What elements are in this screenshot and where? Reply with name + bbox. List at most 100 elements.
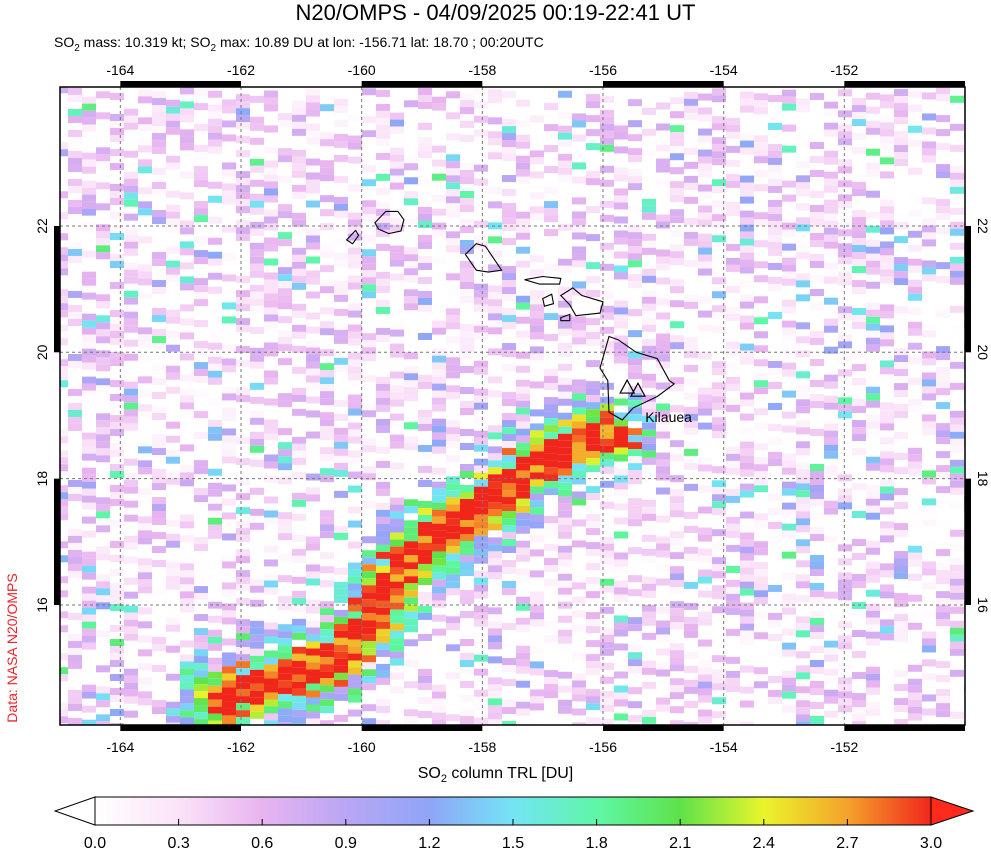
so2-pixel [278, 610, 292, 618]
so2-pixel [670, 153, 684, 161]
so2-pixel [726, 677, 740, 685]
so2-pixel [670, 279, 684, 287]
so2-pixel [782, 306, 796, 314]
so2-pixel [516, 491, 530, 499]
so2-pixel [572, 281, 586, 289]
colorbar: 0.0 0.3 0.6 0.9 1.2 1.5 1.8 2.1 2.4 2.7 3.0 [53, 796, 975, 852]
so2-pixel [978, 211, 991, 218]
so2-pixel [544, 460, 558, 468]
so2-pixel [810, 569, 824, 576]
so2-pixel [306, 487, 320, 495]
so2-pixel [348, 226, 362, 234]
so2-pixel [222, 617, 236, 625]
so2-pixel [306, 704, 320, 712]
so2-pixel [418, 213, 432, 221]
so2-pixel [222, 190, 236, 198]
so2-pixel [40, 722, 54, 729]
so2-pixel [68, 668, 82, 676]
so2-pixel [460, 240, 474, 247]
so2-pixel [502, 700, 516, 708]
so2-pixel [796, 623, 810, 631]
so2-pixel [544, 474, 558, 482]
so2-pixel [180, 129, 194, 137]
so2-pixel [698, 731, 712, 738]
so2-pixel [488, 201, 502, 209]
so2-pixel [964, 629, 965, 637]
so2-pixel [516, 435, 530, 443]
so2-pixel [264, 244, 278, 252]
so2-pixel [488, 712, 502, 720]
so2-pixel [698, 716, 712, 724]
so2-pixel [292, 268, 306, 276]
so2-pixel [502, 581, 516, 589]
so2-pixel [124, 374, 138, 382]
so2-pixel [894, 306, 908, 314]
so2-pixel [684, 210, 698, 218]
so2-pixel [348, 394, 362, 402]
so2-pixel [82, 502, 96, 510]
so2-pixel [348, 156, 362, 164]
so2-pixel [40, 533, 54, 540]
so2-pixel [376, 397, 390, 405]
so2-pixel [880, 451, 894, 459]
so2-pixel [544, 376, 558, 384]
so2-pixel [390, 224, 404, 232]
so2-pixel [180, 220, 194, 228]
so2-pixel [768, 241, 782, 249]
so2-pixel [768, 311, 782, 319]
so2-pixel [40, 652, 54, 659]
so2-pixel [390, 525, 404, 533]
so2-pixel [726, 404, 740, 412]
so2-pixel [670, 531, 684, 539]
so2-pixel [320, 433, 334, 441]
so2-pixel [460, 408, 474, 415]
so2-pixel [60, 611, 68, 619]
so2-pixel [194, 285, 208, 293]
so2-pixel [978, 316, 991, 323]
so2-pixel [600, 445, 614, 453]
so2-pixel [474, 388, 488, 396]
so2-pixel [292, 219, 306, 227]
so2-pixel [586, 115, 600, 123]
so2-pixel [950, 221, 964, 229]
so2-pixel [110, 380, 124, 387]
so2-pixel [880, 479, 894, 487]
so2-pixel [586, 178, 600, 186]
so2-pixel [208, 146, 222, 154]
so2-pixel [180, 717, 194, 725]
so2-pixel [670, 496, 684, 504]
so2-pixel [110, 324, 124, 331]
so2-pixel [96, 357, 110, 365]
so2-pixel [810, 261, 824, 268]
so2-pixel [180, 465, 194, 473]
so2-pixel [950, 305, 964, 313]
so2-pixel [40, 379, 54, 386]
so2-pixel [656, 417, 670, 425]
so2-pixel [292, 534, 306, 542]
so2-pixel [516, 155, 530, 163]
so2-pixel [180, 332, 194, 340]
so2-pixel [894, 551, 908, 559]
so2-pixel [418, 374, 432, 382]
so2-pixel [60, 506, 68, 514]
so2-pixel [208, 342, 222, 350]
so2-pixel [306, 606, 320, 614]
so2-pixel [880, 171, 894, 179]
so2-pixel [68, 87, 82, 95]
so2-pixel [908, 139, 922, 147]
so2-pixel [516, 498, 530, 506]
so2-pixel [600, 550, 614, 558]
so2-pixel [40, 85, 54, 92]
so2-pixel [362, 263, 376, 271]
so2-pixel [796, 448, 810, 456]
so2-pixel [222, 428, 236, 436]
border-bar-top [603, 81, 724, 87]
so2-pixel [306, 655, 320, 663]
so2-pixel [530, 479, 544, 487]
so2-pixel [950, 95, 964, 103]
so2-pixel [138, 159, 152, 167]
so2-pixel [782, 691, 796, 699]
so2-pixel [642, 611, 656, 619]
so2-pixel [446, 525, 460, 533]
so2-pixel [670, 216, 684, 224]
